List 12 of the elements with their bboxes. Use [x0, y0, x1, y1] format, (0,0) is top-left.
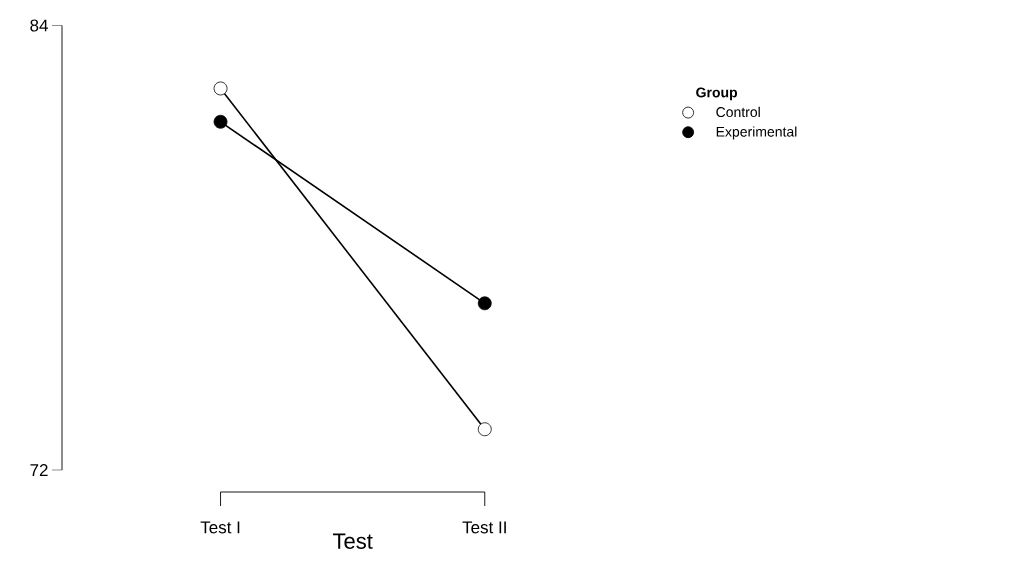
point	[213, 81, 228, 96]
legend-label: Control	[716, 106, 760, 118]
x-axis-title: Test	[332, 533, 373, 549]
y-tick-label: 72	[30, 464, 48, 476]
point	[477, 296, 492, 311]
point	[213, 114, 228, 129]
point	[477, 422, 492, 437]
legend-title: Group	[696, 87, 738, 101]
legend-label: Experimental	[716, 126, 797, 140]
y-tick-label: 84	[30, 19, 48, 32]
x-tick-label: Test I	[200, 521, 240, 534]
x-tick-label: Test II	[462, 521, 506, 534]
